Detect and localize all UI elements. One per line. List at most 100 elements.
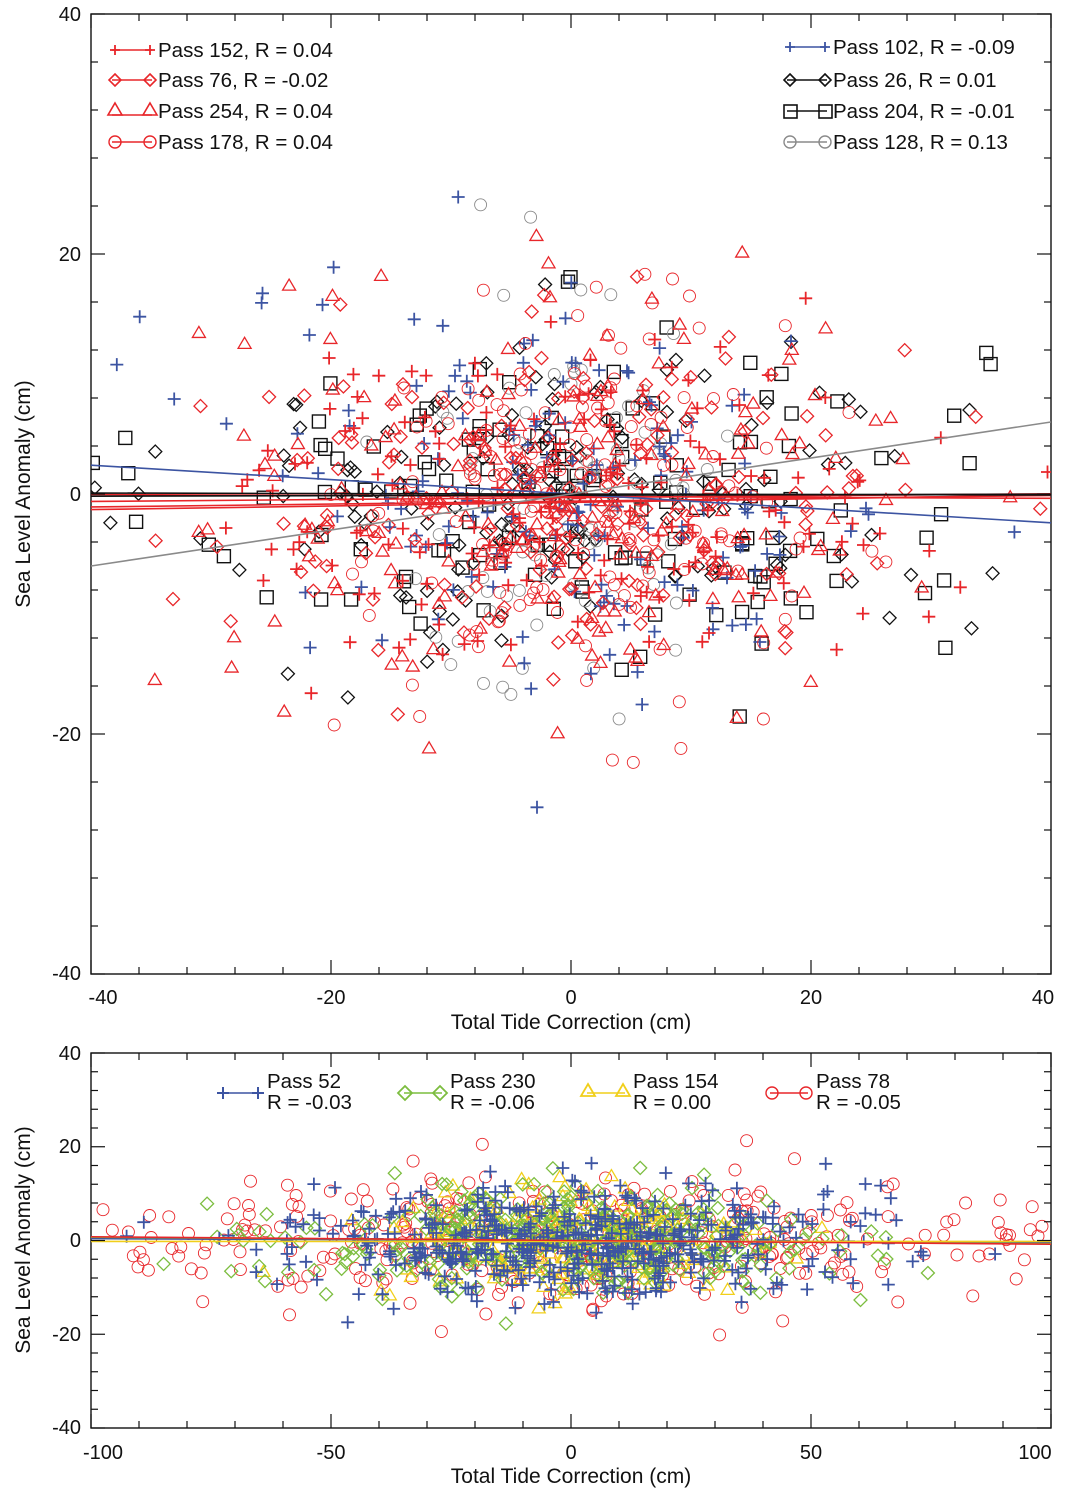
data-point xyxy=(307,554,323,570)
data-point xyxy=(324,488,338,502)
data-point xyxy=(695,1252,708,1266)
data-point xyxy=(608,1279,622,1293)
data-point xyxy=(656,637,672,651)
data-point xyxy=(622,399,636,413)
data-point xyxy=(395,1236,409,1250)
data-point xyxy=(591,1248,605,1262)
data-point xyxy=(350,526,364,540)
data-point xyxy=(731,1266,745,1279)
data-point xyxy=(575,370,591,386)
data-point xyxy=(699,1206,713,1219)
data-point xyxy=(451,537,467,553)
data-point xyxy=(472,640,485,654)
data-point xyxy=(530,590,546,604)
data-point xyxy=(596,1274,610,1288)
data-point xyxy=(643,447,660,461)
data-point xyxy=(705,591,721,605)
data-point xyxy=(430,1256,446,1272)
data-point xyxy=(519,406,533,420)
data-point xyxy=(822,462,836,476)
data-point xyxy=(270,1277,284,1291)
data-point xyxy=(409,417,424,432)
legend-label: Pass 128, R = 0.13 xyxy=(833,131,1008,154)
data-point xyxy=(576,1271,590,1285)
data-point xyxy=(432,437,446,450)
data-point xyxy=(654,476,668,489)
data-point xyxy=(353,537,369,553)
data-point xyxy=(891,1295,905,1309)
data-point xyxy=(732,435,748,450)
data-point xyxy=(471,1245,485,1259)
data-point xyxy=(384,1209,400,1225)
data-point xyxy=(759,1193,775,1209)
data-point xyxy=(493,585,507,599)
bottom-scatter-points xyxy=(96,1134,1049,1342)
data-point xyxy=(651,1225,667,1241)
data-point xyxy=(285,1197,299,1211)
data-point xyxy=(290,436,306,450)
data-point xyxy=(704,400,719,415)
data-point xyxy=(495,606,509,620)
data-point xyxy=(607,424,621,438)
data-point xyxy=(730,1241,744,1255)
data-point xyxy=(881,1210,895,1224)
data-point xyxy=(512,584,526,597)
data-point xyxy=(470,625,483,639)
data-point xyxy=(595,595,611,611)
data-point xyxy=(516,630,530,644)
bottom-legend: Pass 52 R = -0.03 Pass 230 R = -0.06 Pas… xyxy=(217,1070,901,1114)
data-point xyxy=(680,456,697,470)
data-point xyxy=(901,1237,915,1251)
data-point xyxy=(792,1208,805,1221)
data-point xyxy=(471,369,485,383)
data-point xyxy=(481,611,497,627)
legend-r-label: R = -0.05 xyxy=(816,1091,901,1114)
top-xtick-label: -20 xyxy=(317,987,346,1009)
legend-label: Pass 52 xyxy=(267,1070,341,1093)
data-point xyxy=(799,291,813,305)
data-point xyxy=(312,1224,326,1237)
data-point xyxy=(757,471,771,485)
data-point xyxy=(774,366,789,382)
data-point xyxy=(322,351,336,365)
data-point xyxy=(884,1191,898,1205)
data-point xyxy=(560,1197,576,1213)
data-point xyxy=(676,331,692,344)
data-point xyxy=(281,1273,295,1287)
data-point xyxy=(470,1294,484,1308)
data-point xyxy=(583,471,597,484)
data-point xyxy=(637,1215,651,1229)
data-point xyxy=(494,467,508,481)
data-point xyxy=(429,424,442,438)
data-point xyxy=(356,1183,370,1197)
data-point xyxy=(591,1236,605,1250)
data-point xyxy=(826,548,841,564)
data-point xyxy=(564,628,580,643)
data-point xyxy=(604,288,618,302)
data-point xyxy=(622,641,639,655)
data-point xyxy=(444,658,458,672)
data-point xyxy=(1035,1219,1049,1233)
data-point xyxy=(631,1254,645,1268)
data-point xyxy=(148,533,164,549)
data-point xyxy=(574,1192,588,1206)
data-point xyxy=(796,1215,810,1229)
data-point xyxy=(556,1184,572,1200)
data-point xyxy=(887,448,903,464)
data-point xyxy=(607,492,623,506)
data-point xyxy=(549,1232,563,1245)
data-point xyxy=(486,1247,500,1261)
data-point xyxy=(947,408,962,423)
legend-r-label: R = -0.03 xyxy=(267,1091,352,1114)
data-point xyxy=(543,1287,557,1301)
data-point xyxy=(584,1208,598,1222)
top-ytick-label: 40 xyxy=(59,4,81,26)
data-point xyxy=(527,412,541,426)
legend-r-label: R = -0.06 xyxy=(450,1091,535,1114)
legend-entry: Pass 76, R = -0.02 xyxy=(107,69,328,92)
data-point xyxy=(532,465,548,479)
data-point xyxy=(530,618,544,632)
data-point xyxy=(349,1262,363,1276)
data-point xyxy=(440,411,454,425)
data-point xyxy=(682,1223,696,1237)
